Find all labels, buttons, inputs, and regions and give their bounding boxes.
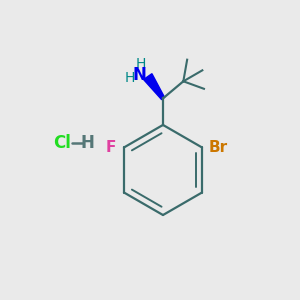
Text: H: H [81, 134, 95, 152]
Polygon shape [144, 74, 164, 99]
Text: H: H [136, 57, 146, 71]
Text: Br: Br [209, 140, 228, 155]
Text: Cl: Cl [54, 134, 71, 152]
Text: N: N [132, 67, 146, 85]
Text: H: H [124, 71, 135, 85]
Text: F: F [106, 140, 116, 155]
